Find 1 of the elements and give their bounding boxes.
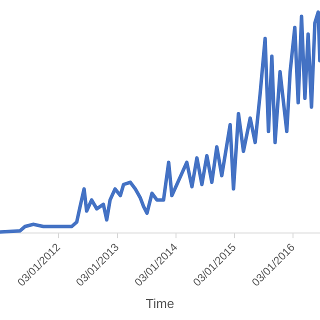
x-axis-title: Time	[146, 296, 174, 311]
